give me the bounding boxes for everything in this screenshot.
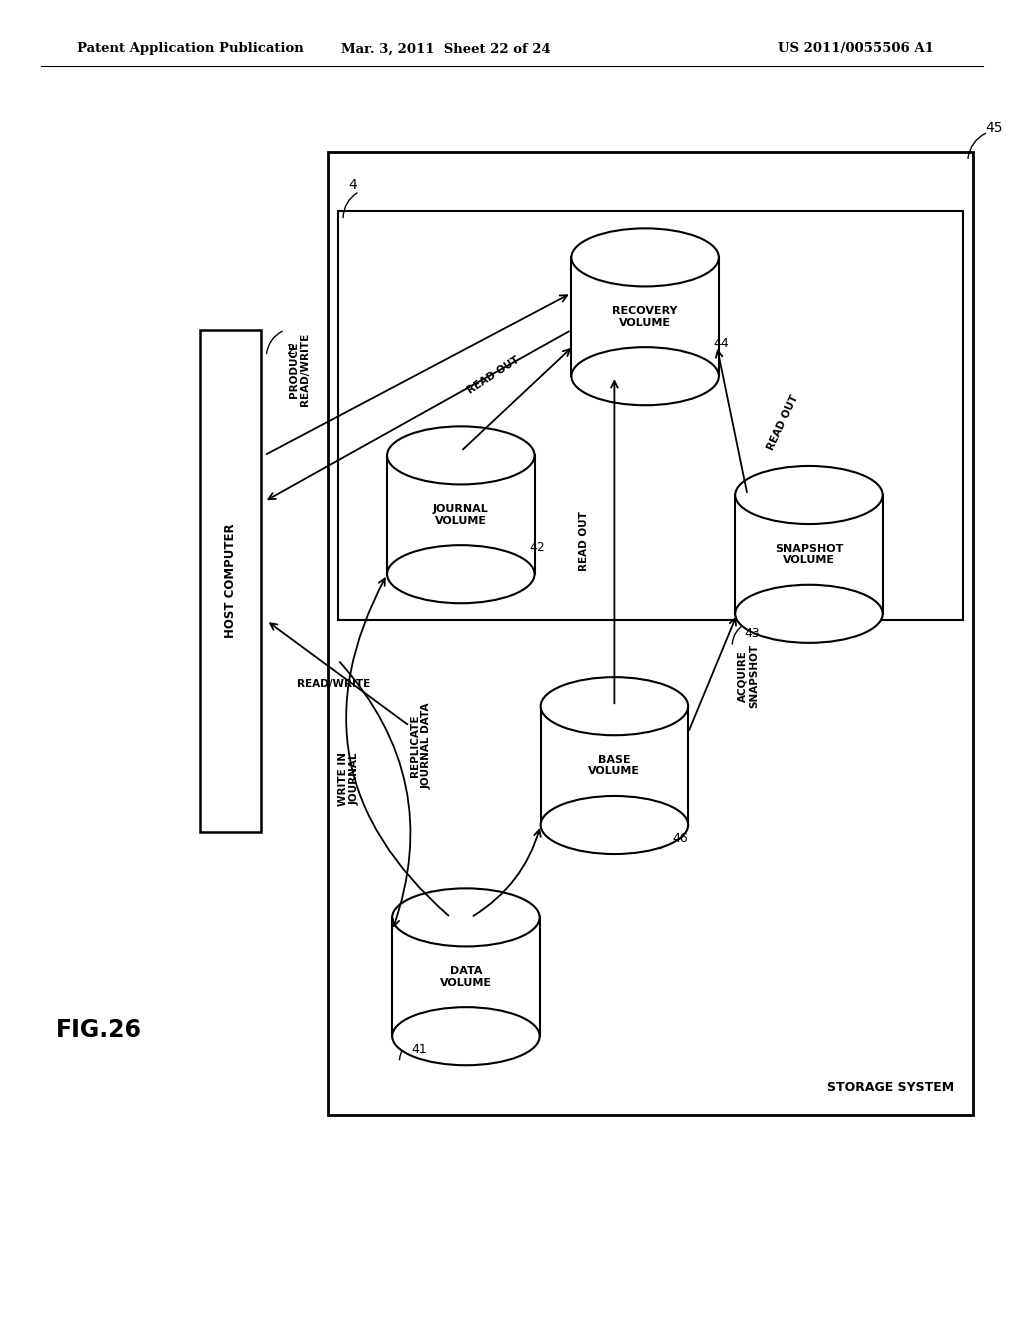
Text: JOURNAL
VOLUME: JOURNAL VOLUME — [433, 504, 488, 525]
Ellipse shape — [392, 1007, 540, 1065]
Bar — [541, 706, 688, 825]
Text: US 2011/0055506 A1: US 2011/0055506 A1 — [778, 42, 934, 55]
Text: BASE
VOLUME: BASE VOLUME — [589, 755, 640, 776]
Text: RECOVERY
VOLUME: RECOVERY VOLUME — [612, 306, 678, 327]
Text: STORAGE SYSTEM: STORAGE SYSTEM — [827, 1081, 954, 1094]
Bar — [200, 330, 261, 832]
Text: 43: 43 — [744, 627, 760, 640]
Bar — [338, 211, 963, 620]
Ellipse shape — [735, 585, 883, 643]
Text: 2: 2 — [287, 343, 296, 356]
Ellipse shape — [735, 466, 883, 524]
Text: 42: 42 — [529, 541, 545, 554]
Ellipse shape — [541, 796, 688, 854]
Bar — [735, 495, 883, 614]
Text: Mar. 3, 2011  Sheet 22 of 24: Mar. 3, 2011 Sheet 22 of 24 — [341, 42, 550, 55]
Ellipse shape — [571, 347, 719, 405]
Text: READ OUT: READ OUT — [579, 511, 589, 572]
Text: FIG.26: FIG.26 — [56, 1018, 142, 1041]
Bar — [571, 257, 719, 376]
Text: 41: 41 — [412, 1043, 427, 1056]
Text: 4: 4 — [348, 178, 357, 191]
Ellipse shape — [387, 426, 535, 484]
Text: WRITE IN
JOURNAL: WRITE IN JOURNAL — [338, 752, 359, 805]
Bar — [328, 152, 973, 1115]
Ellipse shape — [541, 677, 688, 735]
Ellipse shape — [571, 228, 719, 286]
Bar — [392, 917, 540, 1036]
Text: READ OUT: READ OUT — [766, 393, 801, 451]
Text: HOST COMPUTER: HOST COMPUTER — [224, 524, 237, 638]
Text: PRODUCE
READ/WRITE: PRODUCE READ/WRITE — [289, 333, 310, 407]
Text: 44: 44 — [714, 337, 729, 350]
Ellipse shape — [392, 888, 540, 946]
Text: READ OUT: READ OUT — [466, 355, 521, 396]
Text: 45: 45 — [985, 121, 1002, 135]
Bar — [387, 455, 535, 574]
Ellipse shape — [387, 545, 535, 603]
Text: Patent Application Publication: Patent Application Publication — [77, 42, 303, 55]
Text: READ/WRITE: READ/WRITE — [297, 678, 371, 689]
Text: REPLICATE
JOURNAL DATA: REPLICATE JOURNAL DATA — [410, 702, 431, 789]
Text: DATA
VOLUME: DATA VOLUME — [440, 966, 492, 987]
Text: ACQUIRE
SNAPSHOT: ACQUIRE SNAPSHOT — [737, 644, 759, 708]
Text: 46: 46 — [673, 832, 688, 845]
Text: SNAPSHOT
VOLUME: SNAPSHOT VOLUME — [775, 544, 843, 565]
